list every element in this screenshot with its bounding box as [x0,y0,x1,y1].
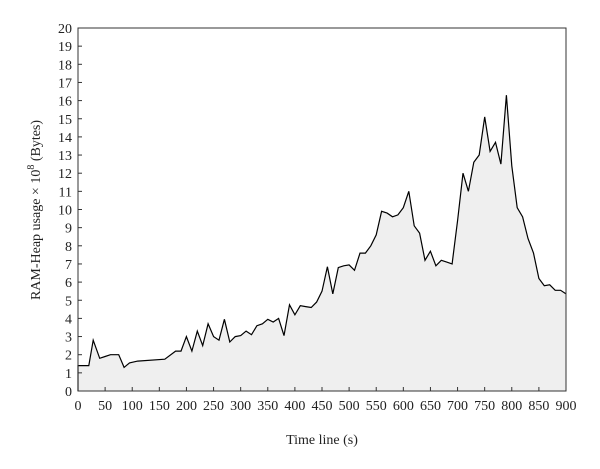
y-tick-label: 10 [58,204,72,219]
y-label-text: RAM-Heap usage × 10 [29,170,44,300]
y-tick-label: 3 [65,331,72,346]
x-tick-label: 400 [284,399,305,414]
y-axis-label: RAM-Heap usage × 108 (Bytes) [26,120,44,300]
y-tick-label: 5 [65,294,72,309]
y-tick-label: 7 [65,258,72,273]
x-tick-label: 250 [203,399,224,414]
y-tick-label: 15 [58,113,72,128]
x-tick-label: 750 [474,399,495,414]
area-line [77,95,567,391]
y-tick-label: 18 [58,58,72,73]
x-tick-label: 200 [176,399,197,414]
y-tick-label: 6 [65,276,72,291]
y-tick-label: 2 [65,349,72,364]
x-tick-label: 450 [312,399,333,414]
y-tick-label: 19 [58,40,72,55]
y-tick-label: 13 [58,149,72,164]
y-tick-label: 11 [59,185,72,200]
y-tick-label: 16 [58,95,72,110]
y-tick-label: 12 [58,167,72,182]
x-tick-label: 800 [501,399,522,414]
y-tick-label: 8 [65,240,72,255]
y-tick-label: 1 [65,367,72,382]
x-tick-label: 550 [366,399,387,414]
x-tick-label: 500 [339,399,360,414]
x-tick-label: 900 [556,399,577,414]
x-tick-label: 150 [149,399,170,414]
x-tick-label: 350 [257,399,278,414]
y-label-superscript: 8 [26,165,37,170]
x-tick-label: 50 [98,399,112,414]
area-fill [78,95,566,391]
x-tick-label: 300 [230,399,251,414]
x-tick-label: 850 [528,399,549,414]
x-axis-label: Time line (s) [286,433,358,448]
x-tick-label: 0 [75,399,82,414]
y-tick-label: 20 [58,22,72,37]
y-tick-label: 14 [58,131,72,146]
y-tick-label: 9 [65,222,72,237]
x-tick-label: 650 [420,399,441,414]
x-tick-label: 700 [447,399,468,414]
x-tick-label: 600 [393,399,414,414]
x-tick-label: 100 [122,399,143,414]
y-tick-label: 17 [58,76,72,91]
y-label-suffix: (Bytes) [29,120,44,165]
y-tick-label: 0 [65,385,72,400]
y-tick-label: 4 [65,312,72,327]
